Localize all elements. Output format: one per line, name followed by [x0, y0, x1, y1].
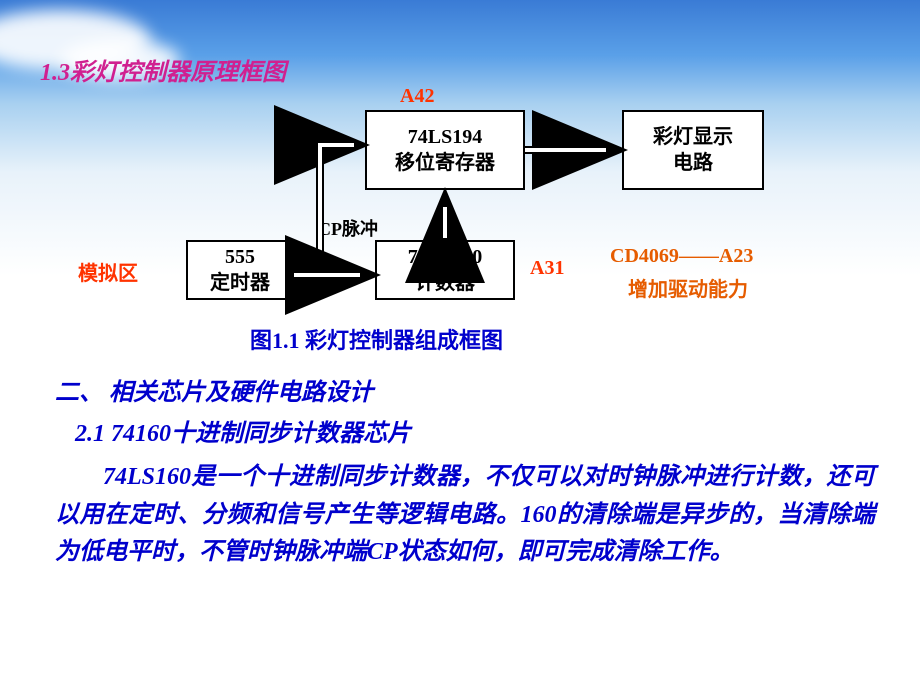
section-2-1-heading: 2.1 74160十进制同步计数器芯片 [75, 416, 875, 453]
slide-content: 1.3彩灯控制器原理框图 A42 555 定时器 74LS194 移位寄存器 7… [0, 0, 920, 690]
figure-caption: 图1.1 彩灯控制器组成框图 [250, 323, 503, 355]
diagram-arrows [0, 85, 920, 345]
section-title-1-3: 1.3彩灯控制器原理框图 [40, 52, 286, 87]
block-diagram: A42 555 定时器 74LS194 移位寄存器 74LS160 计数器 彩灯… [0, 85, 920, 345]
section-2-1-paragraph: 74LS160是一个十进制同步计数器，不仅可以对时钟脉冲进行计数，还可以用在定时… [55, 459, 875, 571]
section-2-heading: 二、 相关芯片及硬件电路设计 [55, 375, 875, 412]
section-2-text: 二、 相关芯片及硬件电路设计 2.1 74160十进制同步计数器芯片 74LS1… [55, 375, 875, 571]
